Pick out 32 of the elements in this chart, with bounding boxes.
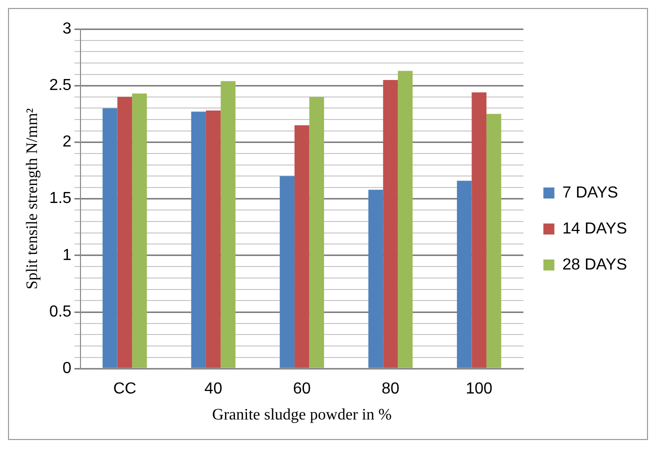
x-tick-label: 40 <box>204 380 222 398</box>
x-tick-label: 80 <box>382 380 400 398</box>
bar <box>456 180 472 368</box>
legend-label: 14 DAYS <box>562 220 627 238</box>
bar <box>191 112 206 368</box>
y-tick-label: 1 <box>62 246 72 264</box>
y-tick-label: 2 <box>62 134 72 151</box>
bar <box>220 81 236 368</box>
y-tick-label: 0 <box>62 360 72 378</box>
bar <box>117 96 132 368</box>
x-tick-label: 60 <box>293 380 311 398</box>
y-tick-label: 3 <box>62 20 72 38</box>
bar <box>132 94 147 368</box>
bar <box>102 108 118 368</box>
x-axis-title: Granite sludge powder in % <box>212 406 392 424</box>
x-tick-label: CC <box>113 380 136 398</box>
y-tick-label: 0.5 <box>49 303 72 320</box>
bar <box>472 92 486 368</box>
y-tick-label: 2.5 <box>49 77 72 94</box>
y-axis-title: Split tensile strength N/mm² <box>24 108 41 290</box>
bar <box>309 96 324 368</box>
bar <box>383 80 398 368</box>
bar <box>398 70 413 368</box>
bar <box>486 114 502 368</box>
bar <box>368 190 384 368</box>
legend-label: 7 DAYS <box>562 184 618 202</box>
bar <box>206 110 221 368</box>
bar <box>294 125 310 368</box>
y-tick-label: 1.5 <box>49 190 72 208</box>
bar <box>280 176 295 368</box>
x-tick-label: 100 <box>466 380 493 398</box>
legend-label: 28 DAYS <box>562 256 627 274</box>
